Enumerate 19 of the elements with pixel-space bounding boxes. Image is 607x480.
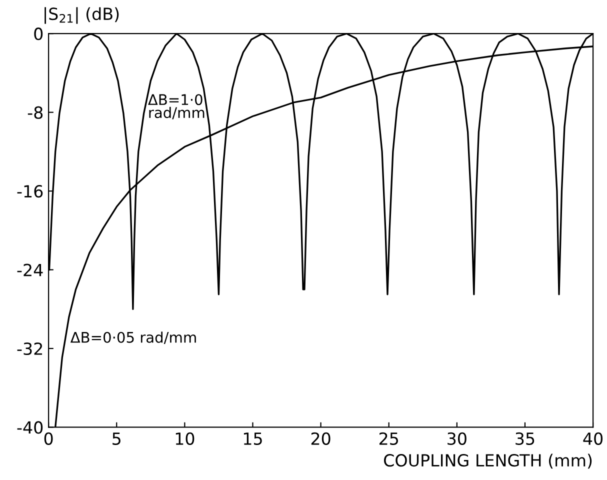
y-tick-label: -8 [28, 106, 43, 119]
x-tick-label: 30 [448, 432, 466, 445]
y-tick-label: -40 [17, 421, 43, 434]
y-tick-label: -24 [17, 264, 43, 276]
x-tick-label: 35 [516, 432, 534, 445]
y-tick-label: 0 [34, 28, 43, 40]
annotation: ΔB=1·0 rad/mm [148, 94, 204, 120]
x-tick-label: 5 [112, 432, 120, 445]
y-tick-label: -16 [17, 185, 43, 198]
x-tick-label: 15 [244, 432, 262, 445]
annotation: ΔB=0·05 rad/mm [70, 332, 196, 344]
x-tick-label: 25 [379, 432, 398, 445]
x-tick-label: 40 [583, 432, 603, 445]
y-axis-title: |S$_{21}$| (dB) [44, 7, 119, 24]
x-axis-title: COUPLING LENGTH (mm) [384, 454, 592, 469]
x-tick-label: 0 [44, 432, 53, 445]
x-tick-label: 20 [311, 432, 330, 445]
x-tick-label: 10 [176, 432, 194, 445]
y-tick-label: -32 [17, 342, 42, 356]
